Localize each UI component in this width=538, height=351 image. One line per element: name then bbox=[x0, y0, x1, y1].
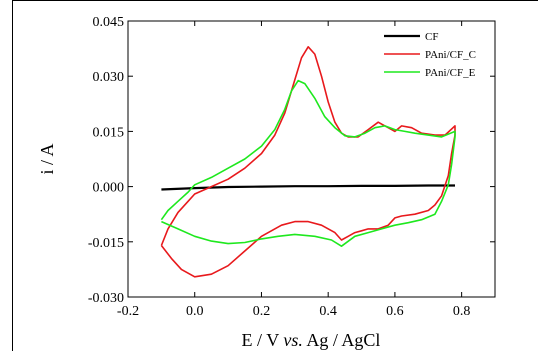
series-layer bbox=[160, 46, 456, 278]
legend-label-3: PAni/CF_E bbox=[425, 67, 476, 79]
x-tick-label: 0.2 bbox=[253, 304, 271, 319]
plot-area-frame bbox=[127, 20, 496, 298]
left-border-line bbox=[12, 0, 13, 351]
x-tick-label: -0.2 bbox=[117, 304, 139, 319]
x-tick-label: 0.6 bbox=[386, 304, 404, 319]
x-axis-label-pre: E / V bbox=[242, 330, 284, 350]
ticks-layer: -0.2 0.0 0.2 0.4 0.6 0.8 -0.030 -0.015 0.000 0.01… bbox=[88, 15, 495, 319]
y-tick-label: 0.045 bbox=[93, 15, 125, 30]
y-tick-label: -0.015 bbox=[88, 236, 124, 251]
legend-label-2: PAni/CF_C bbox=[425, 49, 476, 61]
x-tick-label: 0.8 bbox=[453, 304, 471, 319]
top-border-line bbox=[12, 0, 538, 1]
x-axis-label-italic: vs. bbox=[283, 330, 303, 350]
y-tick-label: 0.000 bbox=[93, 181, 125, 196]
x-axis-label: E / V vs. Ag / AgCl bbox=[242, 330, 381, 350]
series-line-1 bbox=[161, 184, 455, 191]
series-line-2 bbox=[160, 46, 456, 278]
series-line-3 bbox=[160, 79, 456, 247]
legend-label-1: CF bbox=[425, 31, 438, 43]
x-axis-label-post: Ag / AgCl bbox=[303, 330, 381, 350]
legend: CF PAni/CF_C PAni/CF_E bbox=[384, 31, 476, 79]
y-axis-label: i / A bbox=[37, 143, 57, 174]
y-tick-label: 0.030 bbox=[93, 70, 125, 85]
x-tick-label: 0.0 bbox=[186, 304, 204, 319]
x-tick-label: 0.4 bbox=[319, 304, 337, 319]
y-tick-label: -0.030 bbox=[88, 291, 124, 306]
y-tick-label: 0.015 bbox=[93, 125, 125, 140]
